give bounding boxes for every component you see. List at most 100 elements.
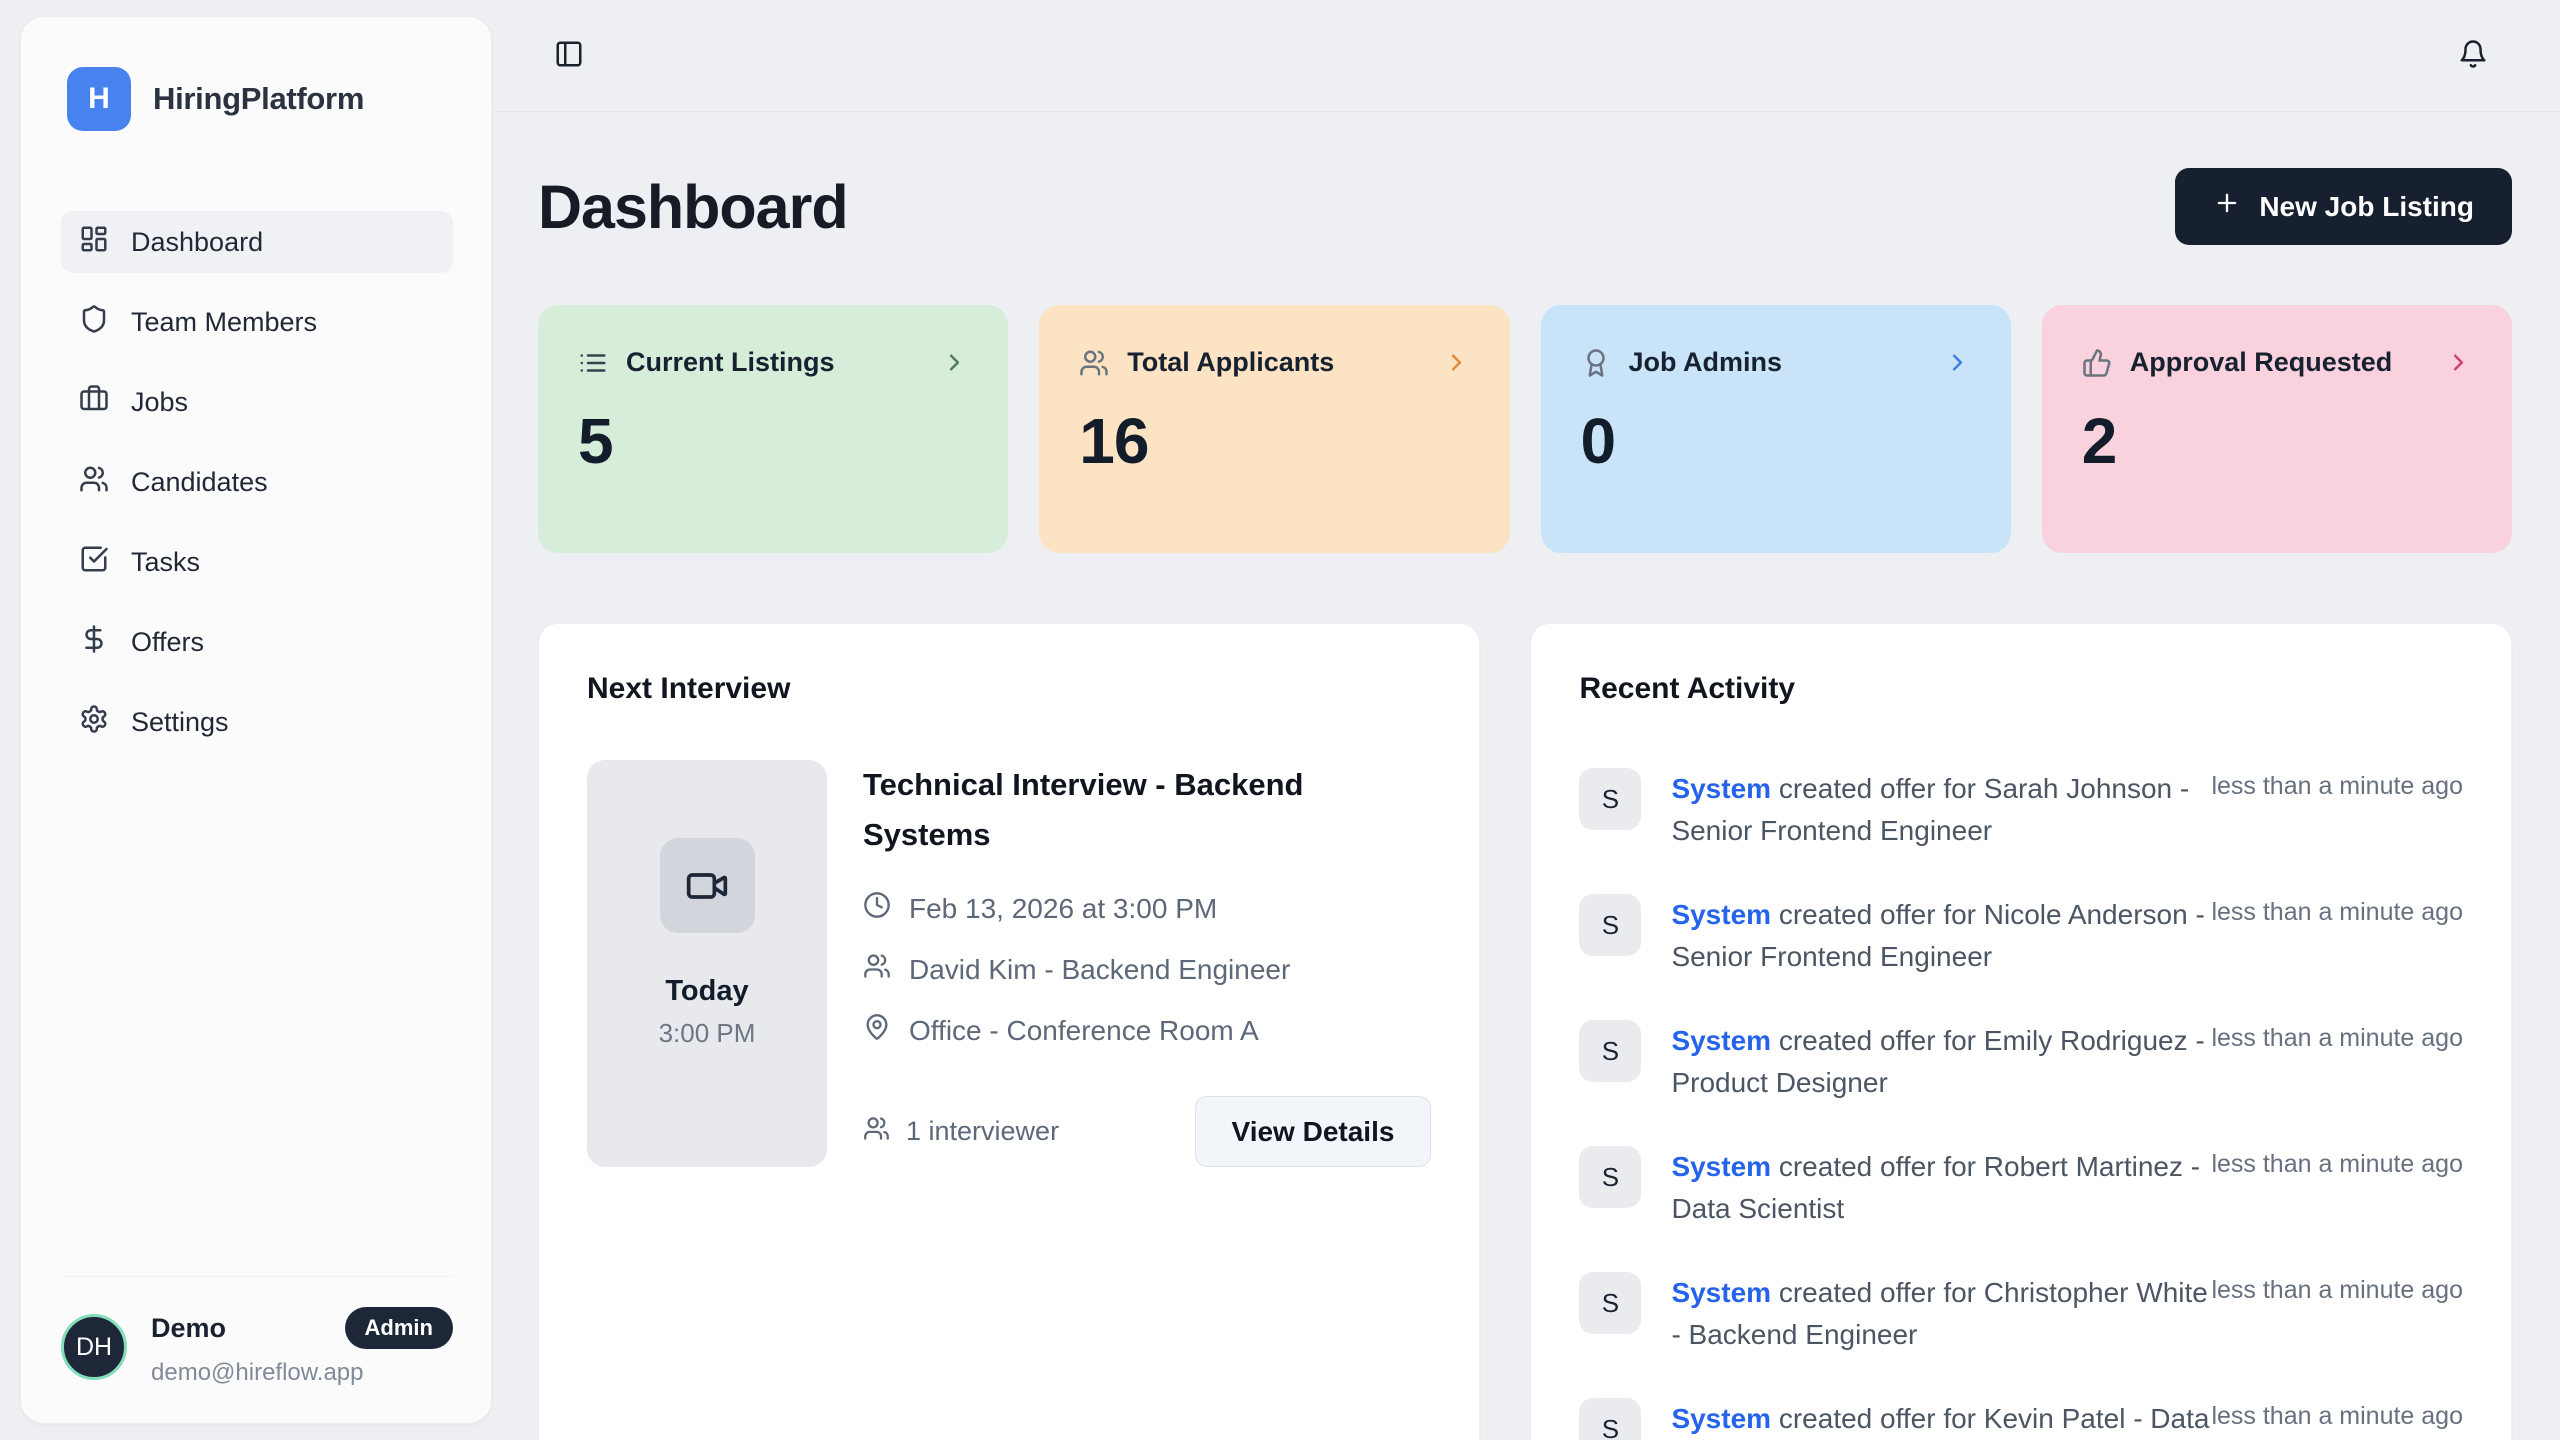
interview-time-label: 3:00 PM (658, 1018, 756, 1048)
sidebar-item-label: Team Members (131, 306, 318, 337)
activity-avatar: S (1579, 1398, 1642, 1440)
interview-candidate-row: David Kim - Backend Engineer (863, 952, 1431, 987)
activity-item: S System created offer for Sarah Johnson… (1579, 768, 2463, 852)
activity-actor-link[interactable]: System (1671, 1277, 1772, 1308)
sidebar-container: H HiringPlatform Dashboard Team Members (0, 0, 492, 1440)
thumbs-up-icon (2082, 348, 2112, 378)
interview-candidate: David Kim - Backend Engineer (909, 953, 1291, 985)
award-icon (1581, 348, 1611, 378)
activity-text: System created offer for Sarah Johnson -… (1671, 768, 2211, 852)
dollar-icon (79, 624, 109, 661)
sidebar-item-offers[interactable]: Offers (61, 611, 453, 673)
activity-timestamp: less than a minute ago (2211, 1276, 2463, 1304)
stat-label: Approval Requested (2129, 347, 2393, 377)
notifications-button[interactable] (2458, 39, 2488, 72)
stat-card-job-admins[interactable]: Job Admins 0 (1540, 305, 2011, 553)
sidebar-item-team-members[interactable]: Team Members (61, 291, 453, 353)
new-job-listing-button[interactable]: New Job Listing (2175, 168, 2512, 245)
chevron-right-icon (1443, 349, 1470, 376)
activity-actor-link[interactable]: System (1671, 773, 1772, 804)
activity-timestamp: less than a minute ago (2211, 772, 2463, 800)
sidebar-item-label: Candidates (131, 466, 268, 497)
stat-value: 0 (1580, 405, 1617, 477)
activity-item: S System created offer for Kevin Patel -… (1579, 1398, 2463, 1440)
recent-activity-card: Recent Activity S System created offer f… (1530, 623, 2512, 1440)
user-email: demo@hireflow.app (151, 1359, 364, 1386)
sidebar-item-label: Jobs (131, 386, 189, 417)
activity-description: created offer for Emily Rodriguez - Prod… (1671, 1025, 2205, 1098)
interview-datetime: Feb 13, 2026 at 3:00 PM (909, 892, 1218, 924)
sidebar-item-label: Dashboard (131, 226, 264, 257)
activity-text: System created offer for Kevin Patel - D… (1671, 1398, 2211, 1440)
sidebar-item-label: Offers (131, 626, 205, 657)
brand: H HiringPlatform (61, 67, 453, 131)
stat-card-total-applicants[interactable]: Total Applicants 16 (1039, 305, 1510, 553)
briefcase-icon (79, 384, 109, 421)
page-header: Dashboard New Job Listing (538, 168, 2512, 245)
activity-text: System created offer for Nicole Anderson… (1671, 894, 2211, 978)
activity-avatar: S (1579, 768, 1642, 830)
activity-timestamp: less than a minute ago (2211, 898, 2463, 926)
stat-label: Current Listings (626, 347, 835, 377)
page-content: Dashboard New Job Listing Current Listin… (492, 112, 2560, 1440)
chevron-right-icon (1944, 349, 1971, 376)
next-interview-title: Next Interview (587, 672, 791, 705)
activity-actor-link[interactable]: System (1671, 1151, 1772, 1182)
sidebar-item-jobs[interactable]: Jobs (61, 371, 453, 433)
chevron-right-icon (941, 349, 968, 376)
page-title: Dashboard (538, 172, 849, 241)
interviewer-count: 1 interviewer (863, 1115, 1059, 1149)
sidebar-item-tasks[interactable]: Tasks (61, 531, 453, 593)
sidebar: H HiringPlatform Dashboard Team Members (20, 16, 492, 1424)
users-icon (1079, 348, 1109, 378)
recent-activity-title: Recent Activity (1579, 672, 1796, 705)
panels-row: Next Interview Today 3:00 PM Technical I… (538, 623, 2512, 1440)
view-details-button[interactable]: View Details (1194, 1096, 1432, 1168)
stat-card-current-listings[interactable]: Current Listings 5 (538, 305, 1009, 553)
sidebar-toggle-button[interactable] (554, 39, 584, 72)
panel-left-icon (554, 39, 584, 72)
video-icon (659, 838, 755, 933)
stat-label: Job Admins (1628, 347, 1783, 377)
sidebar-item-dashboard[interactable]: Dashboard (61, 211, 453, 273)
activity-actor-link[interactable]: System (1671, 899, 1772, 930)
sidebar-item-label: Tasks (131, 546, 201, 577)
stat-value: 5 (578, 405, 614, 477)
activity-actor-link[interactable]: System (1671, 1025, 1772, 1056)
stat-value: 2 (2081, 405, 2118, 477)
sidebar-item-candidates[interactable]: Candidates (61, 451, 453, 513)
activity-item: S System created offer for Emily Rodrigu… (1579, 1020, 2463, 1104)
sidebar-item-settings[interactable]: Settings (61, 691, 453, 753)
users-icon (79, 464, 109, 501)
interview-date-tile: Today 3:00 PM (587, 760, 827, 1168)
new-job-listing-label: New Job Listing (2259, 190, 2474, 222)
user-profile[interactable]: DH Demo Admin demo@hireflow.app (61, 1276, 453, 1387)
sidebar-item-label: Settings (131, 706, 229, 737)
clock-icon (863, 891, 891, 926)
map-pin-icon (863, 1013, 891, 1048)
gear-icon (79, 704, 109, 741)
stat-card-approval-requested[interactable]: Approval Requested 2 (2041, 305, 2512, 553)
brand-name: HiringPlatform (153, 81, 365, 116)
next-interview-card: Next Interview Today 3:00 PM Technical I… (538, 623, 1481, 1440)
bell-icon (2458, 39, 2488, 72)
users-icon (863, 952, 891, 987)
user-meta: Demo Admin demo@hireflow.app (151, 1307, 453, 1387)
activity-avatar: S (1579, 1020, 1642, 1082)
sidebar-nav: Dashboard Team Members Jobs (61, 211, 453, 771)
activity-timestamp: less than a minute ago (2211, 1402, 2463, 1430)
activity-text: System created offer for Christopher Whi… (1671, 1272, 2211, 1356)
interview-datetime-row: Feb 13, 2026 at 3:00 PM (863, 891, 1431, 926)
activity-description: created offer for Nicole Anderson - Seni… (1671, 899, 2205, 972)
activity-actor-link[interactable]: System (1671, 1403, 1772, 1434)
activity-description: created offer for Kevin Patel - Data Sci… (1778, 1403, 2210, 1434)
plus-icon (2213, 189, 2241, 224)
square-check-icon (79, 544, 109, 581)
chevron-right-icon (2445, 349, 2472, 376)
users-icon (863, 1115, 890, 1149)
activity-list: S System created offer for Sarah Johnson… (1579, 768, 2463, 1440)
main-column: Dashboard New Job Listing Current Listin… (492, 0, 2560, 1440)
activity-avatar: S (1579, 1146, 1642, 1208)
layout-dashboard-icon (79, 224, 109, 261)
